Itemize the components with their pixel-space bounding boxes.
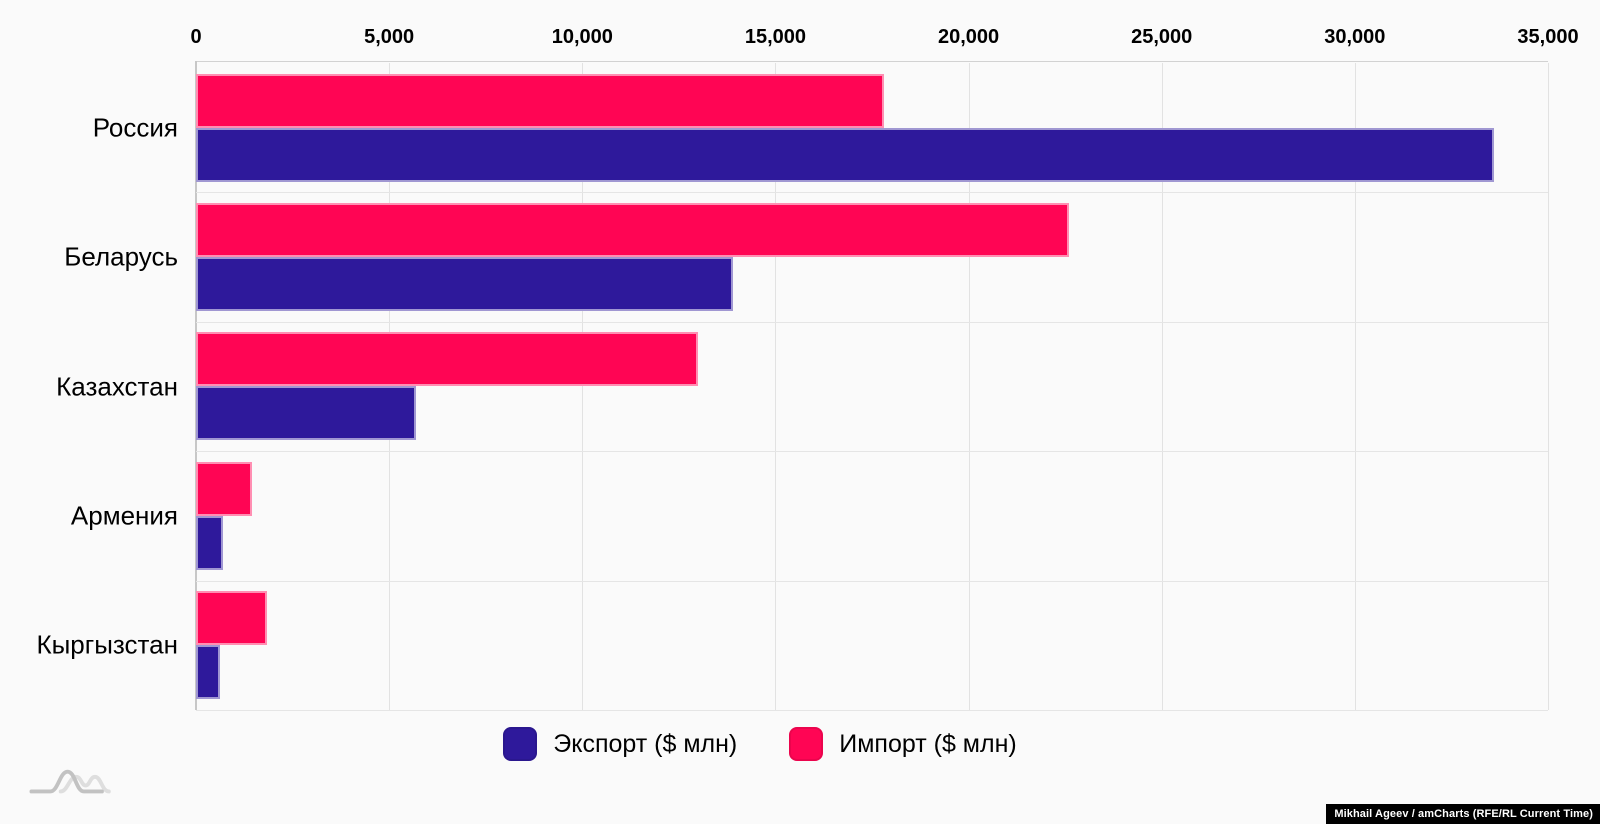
category-label: Россия [92,112,178,143]
value-axis-tick-label: 35,000 [1517,26,1579,48]
bar-export-2[interactable] [196,257,733,312]
category-row [196,192,1548,321]
bar-import-1[interactable] [196,73,884,128]
value-axis-tick-label: 10,000 [551,26,613,48]
value-axis-tick-label: 20,000 [937,26,1000,48]
amcharts-logo-wave-light [58,774,111,794]
value-axis-line [196,61,1548,62]
bar-import-4[interactable] [196,461,253,516]
value-axis-tick-label: 30,000 [1324,26,1386,48]
category-row [196,451,1548,580]
bar-export-5[interactable] [196,645,220,700]
category-row [196,322,1548,451]
category-label: Казахстан [56,371,178,401]
legend-item-import[interactable]: Импорт ($ млн) [789,727,1017,761]
legend-marker[interactable] [503,727,538,761]
value-axis-tick-label: 0 [190,26,202,48]
bar-import-3[interactable] [196,332,699,387]
bar-export-3[interactable] [196,386,417,441]
value-axis-tick-label: 15,000 [744,26,807,48]
value-axis-tick-label: 5,000 [364,26,415,48]
gridline-vertical [968,63,970,710]
gridline-vertical [1354,63,1356,710]
gridline-horizontal [196,580,1548,582]
value-axis-tick-label: 25,000 [1131,26,1193,48]
category-row [196,63,1548,192]
category-label: Кыргызстан [36,629,178,660]
gridline-horizontal [196,451,1548,453]
legend-label: Экспорт ($ млн) [553,729,738,758]
gridline-horizontal [196,710,1548,711]
category-label: Беларусь [64,241,178,272]
legend: Экспорт ($ млн) Импорт ($ млн) [0,722,1520,766]
legend-label: Импорт ($ млн) [839,729,1017,758]
gridline-vertical [582,63,584,710]
amcharts-logo[interactable] [28,762,114,802]
category-axis-labels: Россия Беларусь Казахстан Армения Кыргызстан [0,63,178,710]
category-label: Армения [70,500,178,531]
attribution-badge: Mikhail Ageev / amCharts (RFE/RL Current… [1326,804,1600,824]
gridline-horizontal [196,321,1548,323]
category-row [196,581,1548,710]
plot-area [195,61,1549,711]
value-axis-labels: 0 5,000 10,000 15,000 20,000 25,000 30,000 35,0… [190,26,1578,52]
bar-import-5[interactable] [196,591,267,646]
bar-import-2[interactable] [196,203,1069,258]
gridline-vertical [775,63,777,710]
bar-export-4[interactable] [196,515,223,570]
gridline-vertical [1548,63,1549,710]
gridline-vertical [1161,63,1163,710]
gridline-horizontal [196,192,1548,194]
amcharts-logo-wave-dark [29,769,104,794]
bar-export-1[interactable] [196,127,1494,182]
legend-marker[interactable] [789,727,824,761]
legend-item-export[interactable]: Экспорт ($ млн) [503,727,737,761]
